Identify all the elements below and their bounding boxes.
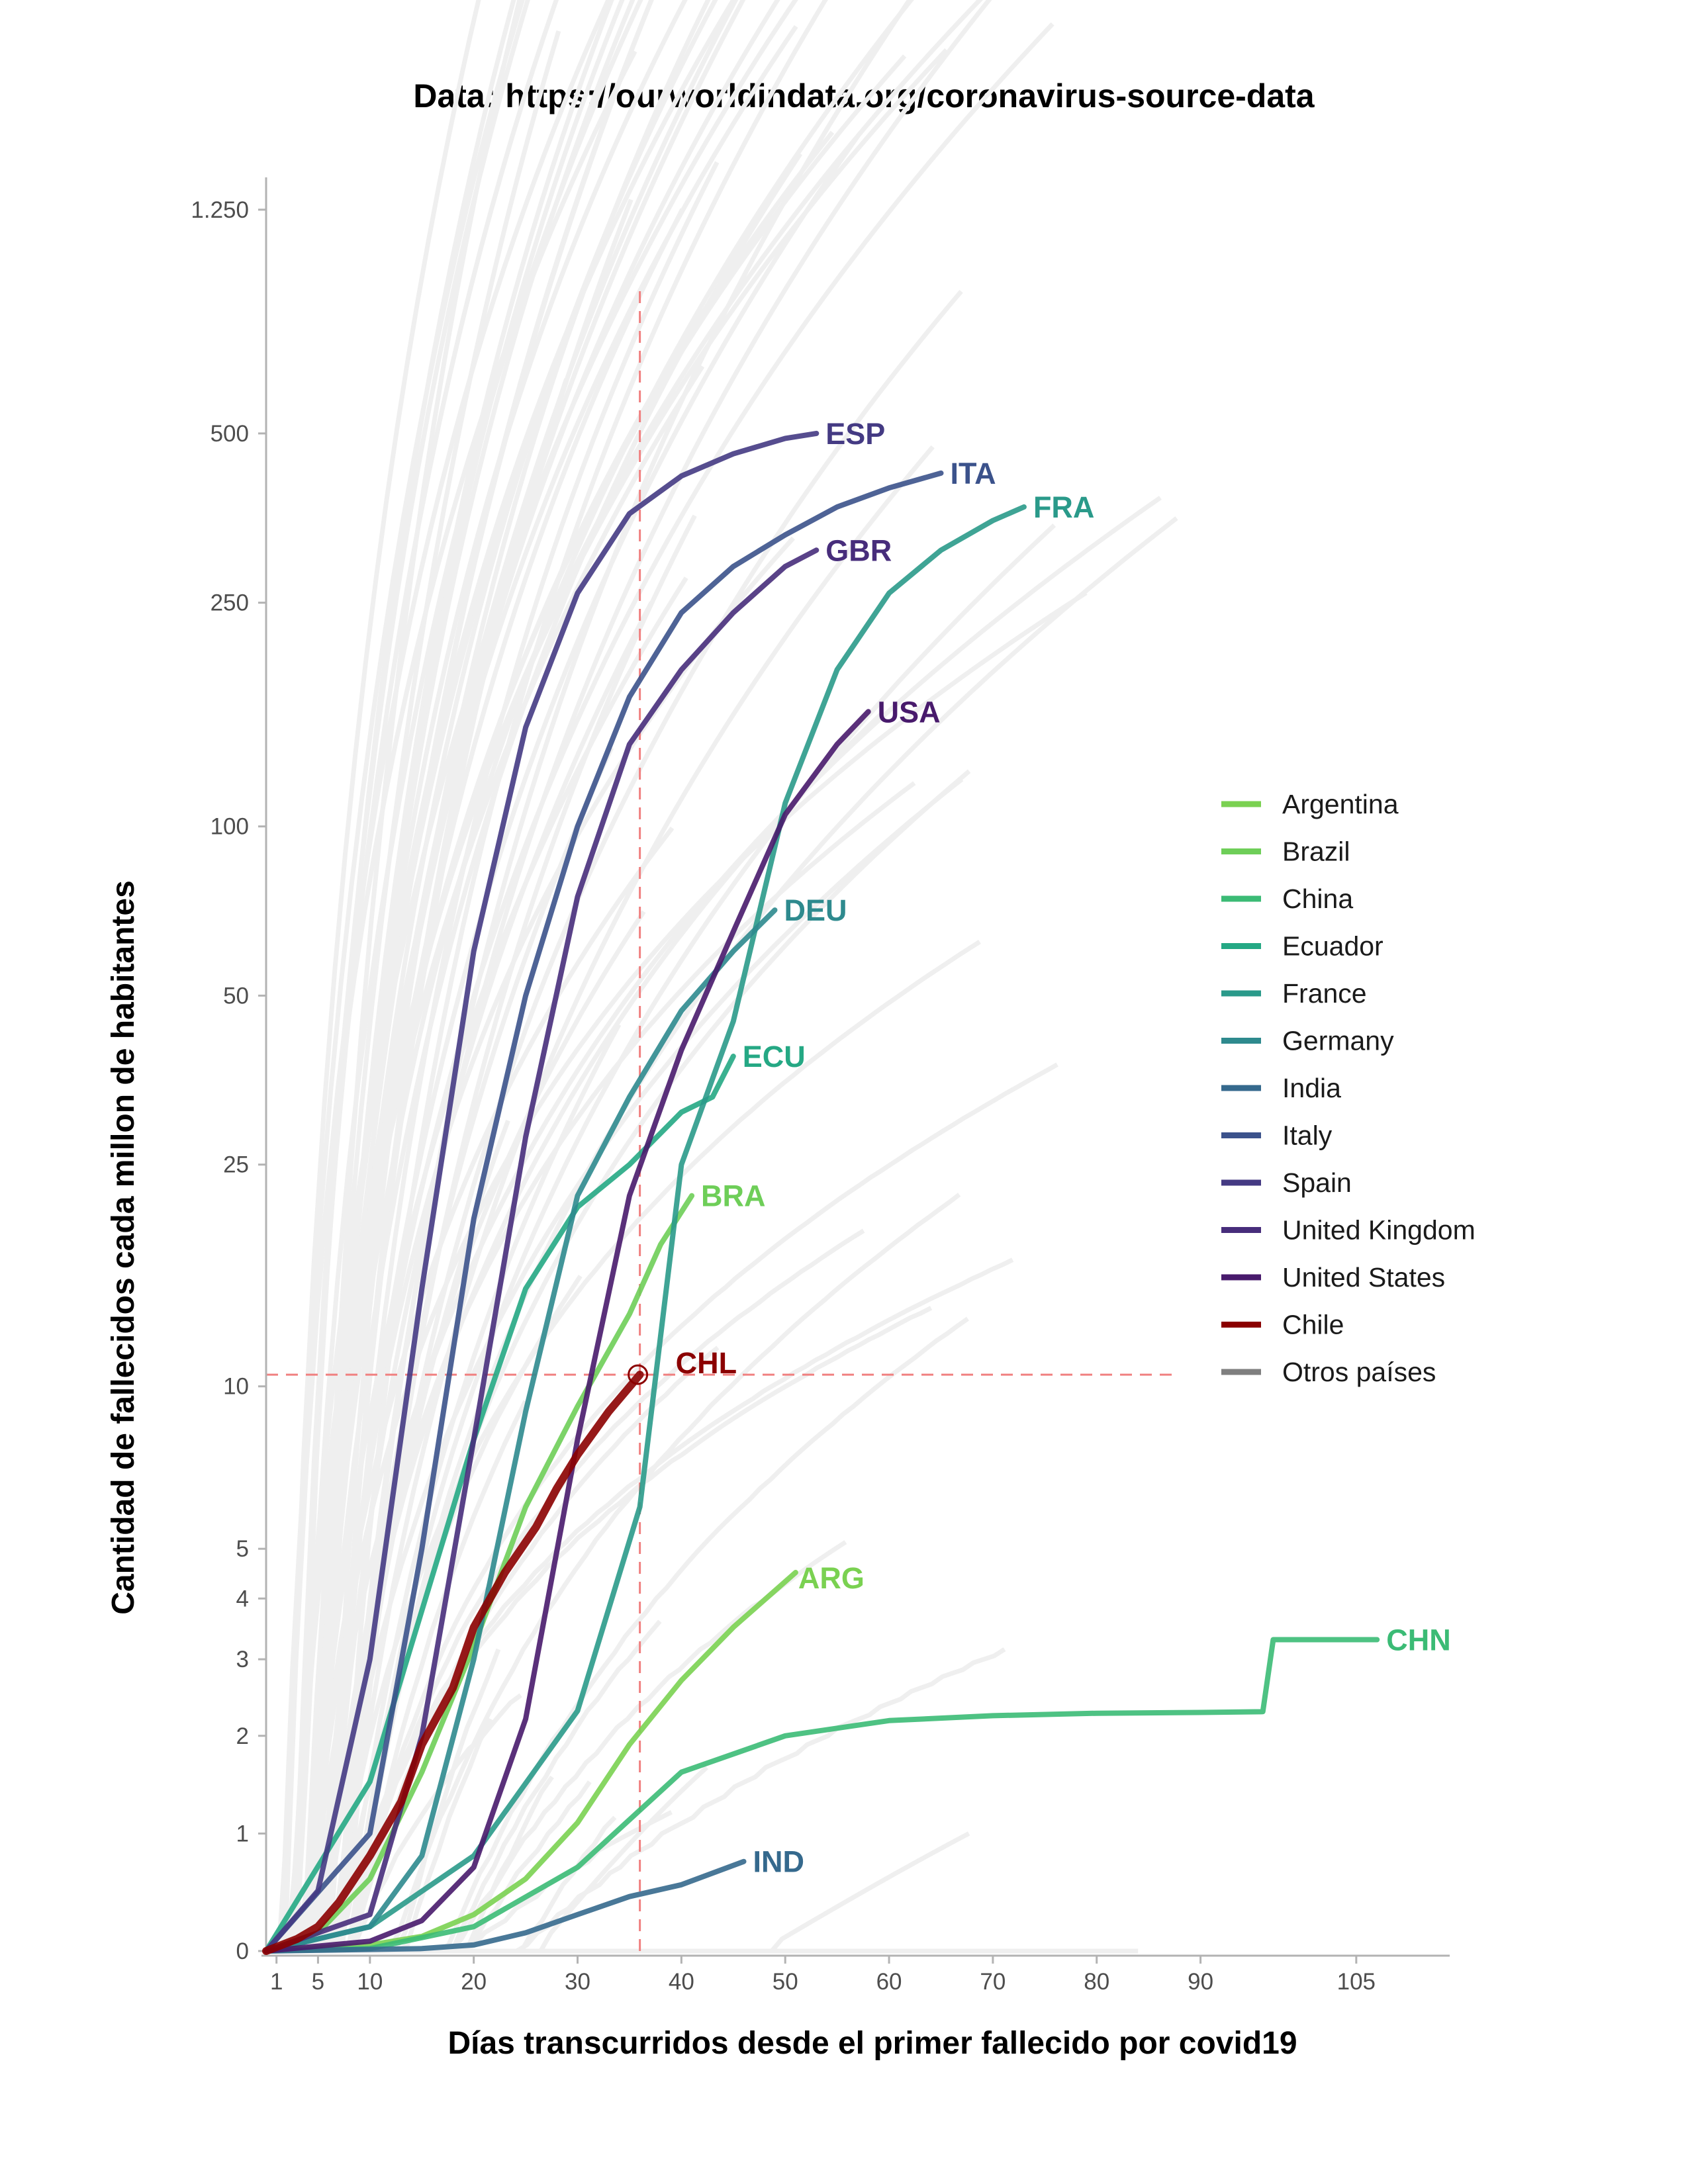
series-line-usa	[263, 709, 871, 1954]
y-tick-label: 2	[236, 1723, 249, 1749]
series-label-gbr: GBR	[825, 533, 892, 567]
background-country-line	[268, 0, 525, 1954]
series-label-usa: USA	[878, 695, 941, 729]
y-tick-label: 1	[236, 1821, 249, 1846]
x-tick-label: 90	[1188, 1969, 1213, 1995]
y-tick-label: 100	[211, 814, 249, 840]
background-country-line	[274, 0, 746, 1954]
background-country-line	[272, 0, 481, 1954]
series-label-deu: DEU	[784, 893, 847, 927]
y-tick-label: 25	[223, 1152, 249, 1178]
background-country-line	[287, 134, 861, 1954]
y-axis-title: Cantidad de fallecidos cada millon de ha…	[106, 880, 141, 1615]
background-country-line	[273, 0, 611, 1952]
legend-label: Ecuador	[1282, 931, 1383, 962]
legend-label: Italy	[1282, 1120, 1333, 1151]
series-label-chn: CHN	[1386, 1623, 1451, 1657]
x-tick-label: 50	[773, 1969, 798, 1995]
series-labels: ARG BRA CHN ECU FRA DEU IND ITA ESP GBR USA CHL	[628, 417, 1451, 1879]
series-label-fra: FRA	[1033, 490, 1094, 524]
background-country-line	[299, 0, 522, 1954]
reference-lines	[266, 291, 1172, 1951]
series-lines	[262, 430, 1380, 1955]
background-country-line	[266, 365, 705, 1954]
background-country-line	[301, 0, 688, 1954]
series-label-ind: IND	[753, 1845, 804, 1879]
legend-label: Otros países	[1282, 1357, 1436, 1387]
legend: Argentina Brazil China Ecuador France Germany…	[1221, 789, 1476, 1387]
x-tick-label: 5	[312, 1969, 324, 1995]
legend-label: France	[1282, 978, 1367, 1009]
legend-label: Argentina	[1282, 789, 1399, 819]
series-line-chn	[263, 1637, 1380, 1954]
background-country-line	[276, 777, 964, 1954]
background-country-line	[287, 590, 1088, 1954]
legend-label: Brazil	[1282, 837, 1350, 867]
x-tick-label: 60	[876, 1969, 902, 1995]
x-axis: 1 5 10 20 30 40 50 60 70 80 90 105	[261, 1954, 1450, 1995]
series-line-esp	[263, 430, 820, 1954]
background-country-line	[285, 0, 643, 1954]
background-country-line	[299, 1062, 1058, 1954]
legend-label: Chile	[1282, 1310, 1344, 1340]
background-country-line	[300, 0, 718, 1954]
legend-label: India	[1282, 1073, 1341, 1103]
x-axis-title: Días transcurridos desde el primer falle…	[447, 2026, 1297, 2061]
y-tick-label: 5	[236, 1536, 249, 1562]
y-tick-label: 10	[223, 1374, 249, 1400]
series-line-fra	[263, 504, 1027, 1954]
series-label-chl: CHL	[676, 1346, 737, 1380]
x-tick-label: 20	[461, 1969, 487, 1995]
x-tick-label: 70	[980, 1969, 1006, 1995]
background-country-line	[300, 514, 697, 1954]
x-tick-label: 105	[1337, 1969, 1376, 1995]
x-tick-label: 10	[357, 1969, 383, 1995]
y-tick-label: 1.250	[191, 197, 249, 223]
y-tick-label: 250	[211, 590, 249, 616]
x-tick-label: 1	[270, 1969, 283, 1995]
y-tick-label: 50	[223, 983, 249, 1009]
reference-point-marker	[628, 1364, 649, 1385]
chart-title: Data: https://ourworldindata.org/coronav…	[413, 77, 1315, 114]
series-label-bra: BRA	[701, 1179, 766, 1213]
background-country-line	[306, 378, 569, 1954]
background-country-line	[277, 1306, 933, 1954]
series-line-ind	[263, 1858, 747, 1954]
series-line-deu	[263, 907, 778, 1954]
background-country-line	[283, 0, 530, 1954]
legend-label: Germany	[1282, 1026, 1394, 1056]
y-tick-label: 500	[211, 421, 249, 447]
x-tick-label: 80	[1084, 1969, 1109, 1995]
legend-label: Spain	[1282, 1167, 1352, 1198]
background-country-line	[279, 0, 654, 1954]
series-label-arg: ARG	[798, 1561, 865, 1595]
y-tick-label: 3	[236, 1647, 249, 1672]
y-tick-label: 0	[236, 1938, 249, 1964]
background-country-line	[286, 289, 963, 1954]
background-country-line	[304, 0, 625, 1954]
y-tick-label: 4	[236, 1586, 249, 1612]
background-country-line	[306, 0, 828, 1954]
legend-label: China	[1282, 884, 1353, 914]
background-country-line	[281, 0, 914, 1954]
series-label-ecu: ECU	[743, 1040, 806, 1073]
series-line-ita	[263, 470, 944, 1954]
legend-label: United Kingdom	[1282, 1215, 1476, 1246]
x-tick-label: 30	[565, 1969, 590, 1995]
series-line-chl	[262, 1371, 644, 1955]
background-country-line	[284, 1193, 961, 1954]
background-country-line	[307, 0, 711, 1954]
series-label-ita: ITA	[950, 457, 996, 490]
background-country-line	[293, 0, 736, 1954]
legend-label: United States	[1282, 1262, 1445, 1293]
y-axis: 0 1 2 3 4 5 10 25 50 100 250 500 1.250	[191, 177, 267, 1964]
series-label-esp: ESP	[825, 417, 885, 451]
x-tick-label: 40	[669, 1969, 694, 1995]
